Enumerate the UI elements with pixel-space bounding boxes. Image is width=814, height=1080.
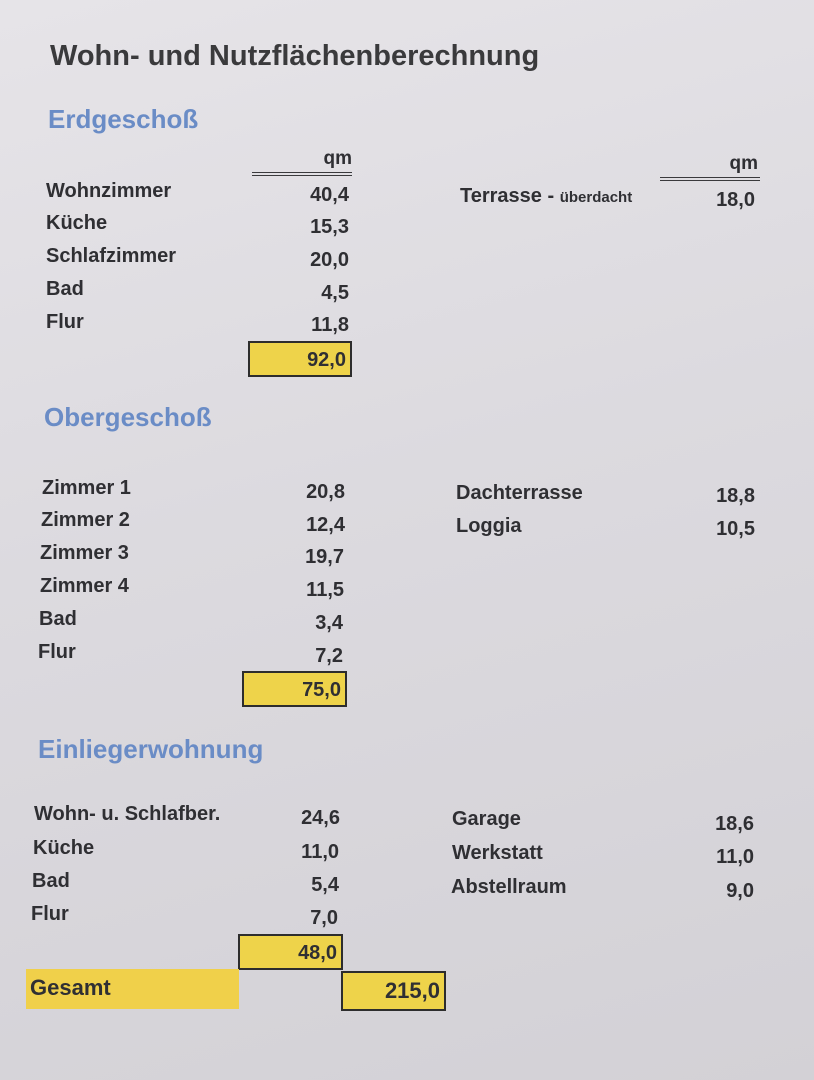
room-value: 11,8 [311, 314, 349, 336]
room-value: 7,0 [310, 907, 338, 929]
room-value: 3,4 [315, 612, 343, 634]
room-label: Wohn- u. Schlafber. [34, 803, 221, 825]
section-heading-erdgeschoss: Erdgeschoß [48, 104, 199, 134]
room-value: 12,4 [306, 514, 345, 536]
room-label: Flur [38, 641, 76, 663]
extra-label: Dachterrasse [456, 482, 583, 504]
extra-value: 11,0 [716, 846, 754, 868]
subtotal-box: 48,0 [238, 934, 343, 970]
extra-value: 18,0 [716, 189, 755, 211]
unit-header: qm [323, 148, 353, 169]
room-label: Bad [46, 278, 84, 300]
room-value: 24,6 [301, 807, 340, 829]
page-title: Wohn- und Nutzflächenberechnung [50, 40, 540, 72]
room-value: 40,4 [310, 184, 349, 206]
extra-note: überdacht [559, 189, 633, 206]
room-value: 7,2 [315, 645, 343, 667]
subtotal-box: 92,0 [248, 341, 352, 377]
extra-label: Werkstatt [452, 842, 543, 864]
room-label: Flur [46, 311, 84, 333]
extra-label: Terrasse - überdacht [460, 185, 633, 207]
extra-label: Loggia [456, 515, 522, 537]
double-underline [660, 177, 760, 181]
room-label: Zimmer 2 [41, 509, 130, 531]
room-label: Bad [39, 608, 77, 630]
section-heading-obergeschoss: Obergeschoß [44, 402, 212, 432]
room-label: Zimmer 4 [40, 575, 129, 597]
gesamt-value: 215,0 [384, 978, 440, 1003]
room-label: Küche [33, 837, 95, 859]
double-underline [252, 172, 352, 176]
room-label: Bad [32, 870, 70, 892]
section-heading-einliegerwohnung: Einliegerwohnung [38, 734, 264, 764]
extra-value: 18,6 [715, 813, 754, 835]
subtotal-value: 92,0 [307, 349, 346, 371]
unit-header: qm [729, 153, 759, 174]
room-value: 5,4 [311, 874, 339, 896]
room-value: 20,0 [310, 249, 349, 271]
room-label: Flur [31, 903, 69, 925]
room-value: 19,7 [305, 546, 344, 568]
room-label: Zimmer 3 [40, 542, 129, 564]
extra-label: Abstellraum [451, 876, 567, 898]
room-value: 11,5 [306, 579, 344, 601]
room-label: Küche [46, 212, 108, 234]
gesamt-label: Gesamt [30, 975, 111, 1000]
subtotal-value: 75,0 [302, 679, 341, 701]
room-label: Wohnzimmer [46, 180, 172, 202]
room-value: 4,5 [321, 282, 349, 304]
subtotal-box: 75,0 [242, 671, 347, 707]
room-value: 20,8 [306, 481, 345, 503]
gesamt-box: 215,0 [341, 971, 446, 1011]
room-value: 15,3 [310, 216, 349, 238]
extra-value: 9,0 [726, 880, 754, 902]
extra-value: 10,5 [716, 518, 755, 540]
extra-value: 18,8 [716, 485, 755, 507]
gesamt-highlight [26, 969, 239, 1009]
subtotal-value: 48,0 [298, 942, 337, 964]
room-label: Zimmer 1 [42, 477, 131, 499]
room-value: 11,0 [301, 841, 339, 863]
extra-label: Garage [452, 808, 521, 830]
room-label: Schlafzimmer [46, 245, 177, 267]
